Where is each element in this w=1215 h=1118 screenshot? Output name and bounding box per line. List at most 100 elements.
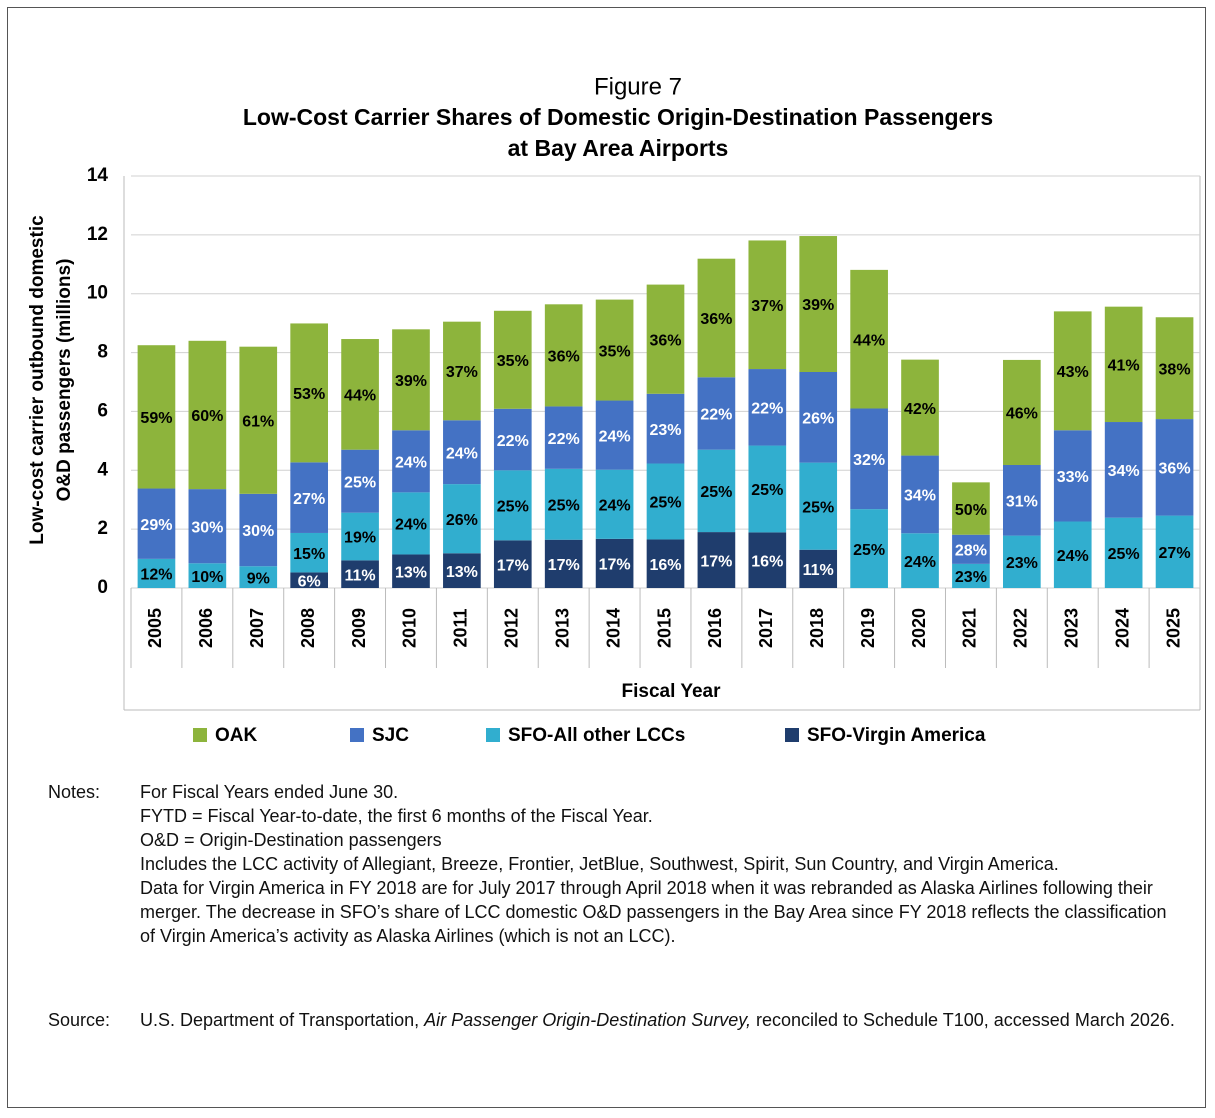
data-label: 39% xyxy=(802,297,834,314)
data-label: 36% xyxy=(649,332,681,349)
bar-segment xyxy=(1155,419,1194,516)
x-tick-label: 2021 xyxy=(960,608,980,648)
bar-segment xyxy=(646,463,685,540)
bar-segment xyxy=(341,560,379,588)
bar-segment xyxy=(341,339,379,450)
data-label: 13% xyxy=(446,564,478,581)
legend-label: OAK xyxy=(215,725,258,746)
bar-segment xyxy=(493,310,532,409)
data-label: 17% xyxy=(700,553,732,570)
legend-swatch xyxy=(350,728,364,742)
data-label: 15% xyxy=(293,546,325,563)
data-label: 25% xyxy=(649,495,681,512)
notes-body: For Fiscal Years ended June 30. FYTD = Fi… xyxy=(140,780,1178,948)
data-label: 22% xyxy=(751,401,783,418)
x-tick-label: 2010 xyxy=(400,608,420,648)
x-tick-label: 2009 xyxy=(349,608,369,648)
data-label: 24% xyxy=(904,554,936,571)
data-label: 30% xyxy=(191,519,223,536)
x-tick-label: 2015 xyxy=(654,608,674,648)
bar-segment xyxy=(493,540,532,588)
x-tick-label: 2024 xyxy=(1112,608,1132,648)
data-label: 24% xyxy=(395,517,427,534)
x-tick-label: 2006 xyxy=(196,608,216,648)
data-label: 61% xyxy=(242,413,274,430)
bar-segment xyxy=(290,532,329,573)
bar-segment xyxy=(748,532,787,588)
data-label: 16% xyxy=(751,553,783,570)
data-label: 26% xyxy=(802,411,834,428)
x-tick-label: 2017 xyxy=(756,608,776,648)
bar-segment xyxy=(595,538,634,588)
data-label: 17% xyxy=(599,557,631,574)
data-label: 34% xyxy=(904,488,936,505)
bar-segment xyxy=(544,468,583,540)
bar-segment xyxy=(1002,359,1041,465)
data-label: 35% xyxy=(497,353,529,370)
x-tick-label: 2018 xyxy=(807,608,827,648)
data-label: 24% xyxy=(395,455,427,472)
bar-segment xyxy=(392,329,430,431)
bar-segment xyxy=(595,469,634,539)
data-label: 37% xyxy=(446,364,478,381)
data-label: 26% xyxy=(446,512,478,529)
x-tick-label: 2023 xyxy=(1061,608,1081,648)
x-tick-label: 2019 xyxy=(858,608,878,648)
data-label: 39% xyxy=(395,373,427,390)
data-label: 28% xyxy=(955,543,987,560)
bar-segment xyxy=(443,420,481,485)
bar-segment xyxy=(443,553,481,588)
data-label: 24% xyxy=(599,428,631,445)
bar-segment xyxy=(239,566,278,588)
notes: Notes: For Fiscal Years ended June 30. FY… xyxy=(48,780,1178,948)
x-tick-label: 2022 xyxy=(1011,608,1031,648)
bar-segment xyxy=(188,563,227,588)
bar-segment xyxy=(1104,517,1143,588)
chart-subtitle: at Bay Area Airports xyxy=(508,135,729,161)
data-label: 24% xyxy=(599,497,631,514)
bar-segment xyxy=(443,484,481,554)
x-tick-label: 2005 xyxy=(145,608,165,648)
x-tick-label: 2014 xyxy=(603,608,623,648)
data-label: 32% xyxy=(853,452,885,469)
data-label: 29% xyxy=(140,517,172,534)
y-axis-title: O&D passengers (millions) xyxy=(54,259,75,502)
x-tick-label: 2020 xyxy=(909,608,929,648)
bar-segment xyxy=(1053,521,1092,588)
data-label: 16% xyxy=(649,557,681,574)
bar-segment xyxy=(544,406,583,469)
y-tick-label: 8 xyxy=(97,342,108,363)
bar-segment xyxy=(443,321,481,421)
x-axis-title: Fiscal Year xyxy=(622,681,722,702)
note-line: FYTD = Fiscal Year-to-date, the first 6 … xyxy=(140,806,653,826)
bar-segment xyxy=(544,304,583,407)
legend-swatch xyxy=(486,728,500,742)
bar-segment xyxy=(748,445,787,533)
source-text: reconciled to Schedule T100, accessed Ma… xyxy=(750,1010,1175,1030)
bar-segment xyxy=(493,470,532,541)
bar-segment xyxy=(392,492,430,555)
data-label: 46% xyxy=(1006,406,1038,423)
bar-segment xyxy=(392,430,430,493)
bar-segment xyxy=(901,455,939,534)
chart: Figure 7 Low-Cost Carrier Shares of Dome… xyxy=(27,73,1201,746)
data-label: 25% xyxy=(751,482,783,499)
data-label: 27% xyxy=(1159,545,1191,562)
x-tick-label: 2011 xyxy=(451,608,471,647)
data-label: 25% xyxy=(853,542,885,559)
x-tick-label: 2025 xyxy=(1163,608,1183,648)
data-label: 27% xyxy=(293,491,325,508)
note-line: Data for Virgin America in FY 2018 are f… xyxy=(140,878,1167,946)
bar-segment xyxy=(901,359,939,456)
note-line: O&D = Origin-Destination passengers xyxy=(140,830,442,850)
bar-segment xyxy=(799,236,838,372)
data-label: 17% xyxy=(548,557,580,574)
legend-swatch xyxy=(785,728,799,742)
bar-segment xyxy=(748,240,787,370)
bar-segment xyxy=(748,369,787,446)
bar-segment xyxy=(952,534,990,564)
source-title: Air Passenger Origin-Destination Survey, xyxy=(424,1010,751,1030)
bar-segment xyxy=(799,462,838,550)
bar-segment xyxy=(646,393,685,464)
x-tick-label: 2016 xyxy=(705,608,725,648)
